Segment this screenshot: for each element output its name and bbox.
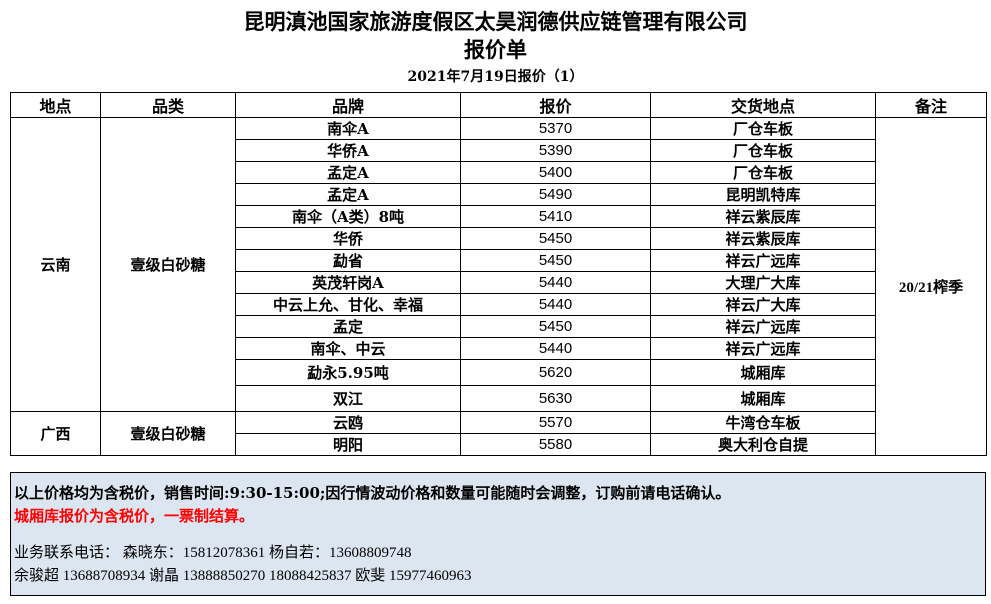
table-row: 广西 壹级白砂糖 云鸥 5570 牛湾仓车板 bbox=[10, 411, 987, 456]
price-cell: 5620 bbox=[460, 359, 651, 386]
price-cell: 5450 bbox=[460, 249, 651, 272]
brand-cell: 南伞（A类）8吨 bbox=[235, 205, 461, 228]
brand-cell: 南伞、中云 bbox=[235, 337, 461, 360]
price-cell: 5490 bbox=[460, 183, 651, 206]
price-cell: 5440 bbox=[460, 293, 651, 316]
delivery-cell: 祥云广远库 bbox=[650, 249, 876, 272]
table-row: 孟定 5450 祥云广远库 bbox=[11, 315, 987, 338]
table-row: 孟定A 5400 厂仓车板 bbox=[11, 161, 987, 184]
header-category: 品类 bbox=[100, 92, 236, 118]
brand-cell: 双江 bbox=[235, 385, 461, 412]
delivery-cell: 厂仓车板 bbox=[650, 117, 876, 140]
brand-cell: 中云上允、甘化、幸福 bbox=[235, 293, 461, 316]
category-cell: 壹级白砂糖 bbox=[100, 411, 236, 456]
price-cell: 5630 bbox=[460, 385, 651, 412]
delivery-cell: 祥云广大库 bbox=[650, 293, 876, 316]
remark-cell: 20/21榨季 bbox=[875, 117, 987, 456]
contact-info: 业务联系电话： 森晓东：15812078361 杨自若：13608809748 … bbox=[10, 532, 986, 596]
delivery-cell: 城厢库 bbox=[650, 385, 876, 412]
price-table: 地点 品类 品牌 报价 交货地点 备注 云南 壹级白砂糖 南伞A 5370 厂仓车板 20… bbox=[10, 92, 987, 456]
delivery-cell: 厂仓车板 bbox=[650, 161, 876, 184]
location-cell: 云南 bbox=[10, 117, 101, 412]
brand-cell: 孟定A bbox=[235, 161, 461, 184]
price-cell: 5570 bbox=[460, 411, 651, 434]
header-delivery: 交货地点 bbox=[650, 92, 876, 118]
brand-cell: 勐永5.95吨 bbox=[235, 359, 461, 386]
quote-date: 2021年7月19日报价（1） bbox=[407, 69, 584, 85]
table-row: 云南 壹级白砂糖 南伞A 5370 厂仓车板 20/21榨季 bbox=[10, 117, 987, 456]
brand-cell: 孟定A bbox=[235, 183, 461, 206]
location-cell: 广西 bbox=[10, 411, 101, 456]
table-row: 华侨 5450 祥云紫辰库 bbox=[11, 227, 987, 250]
delivery-cell: 祥云广远库 bbox=[650, 315, 876, 338]
note-line-2: 城厢库报价为含税价，一票制结算。 bbox=[14, 507, 255, 525]
header-row: 地点 品类 品牌 报价 交货地点 备注 bbox=[10, 92, 987, 118]
table-row: 南伞（A类）8吨 5410 祥云紫辰库 bbox=[11, 205, 987, 228]
brand-cell: 英茂轩岗A bbox=[235, 271, 461, 294]
note-line-1: 以上价格均为含税价，销售时间:9:30-15:00;因行情波动价格和数量可能随时… bbox=[14, 484, 731, 502]
header-remark: 备注 bbox=[875, 92, 987, 118]
brand-cell: 勐省 bbox=[235, 249, 461, 272]
header-location: 地点 bbox=[10, 92, 101, 118]
price-cell: 5390 bbox=[460, 139, 651, 162]
document-title: 报价单 bbox=[464, 37, 527, 62]
brand-cell: 华侨 bbox=[235, 227, 461, 250]
price-cell: 5450 bbox=[460, 227, 651, 250]
price-cell: 5410 bbox=[460, 205, 651, 228]
table-row: 英茂轩岗A 5440 大理广大库 bbox=[11, 271, 987, 294]
delivery-cell: 祥云广远库 bbox=[650, 337, 876, 360]
header-price: 报价 bbox=[460, 92, 651, 118]
price-cell: 5440 bbox=[460, 271, 651, 294]
price-cell: 5450 bbox=[460, 315, 651, 338]
table-row: 明阳 5580 奥大利仓自提 bbox=[11, 433, 987, 456]
delivery-cell: 厂仓车板 bbox=[650, 139, 876, 162]
contact-line-2: 余骏超 13688708934 谢晶 13888850270 180884258… bbox=[14, 568, 472, 584]
delivery-cell: 城厢库 bbox=[650, 359, 876, 386]
table-row: 中云上允、甘化、幸福 5440 祥云广大库 bbox=[11, 293, 987, 316]
delivery-cell: 牛湾仓车板 bbox=[650, 411, 876, 434]
table-row: 勐省 5450 祥云广远库 bbox=[11, 249, 987, 272]
brand-cell: 孟定 bbox=[235, 315, 461, 338]
category-cell: 壹级白砂糖 bbox=[100, 117, 236, 412]
contact-line-1: 业务联系电话： 森晓东：15812078361 杨自若：13608809748 bbox=[14, 545, 412, 561]
brand-cell: 华侨A bbox=[235, 139, 461, 162]
brand-cell: 云鸥 bbox=[235, 411, 461, 434]
price-cell: 5580 bbox=[460, 433, 651, 456]
delivery-cell: 奥大利仓自提 bbox=[650, 433, 876, 456]
company-title: 昆明滇池国家旅游度假区太昊润德供应链管理有限公司 bbox=[243, 9, 748, 34]
delivery-cell: 祥云紫辰库 bbox=[650, 227, 876, 250]
price-cell: 5370 bbox=[460, 117, 651, 140]
delivery-cell: 大理广大库 bbox=[650, 271, 876, 294]
delivery-cell: 祥云紫辰库 bbox=[650, 205, 876, 228]
price-cell: 5400 bbox=[460, 161, 651, 184]
brand-cell: 明阳 bbox=[235, 433, 461, 456]
price-cell: 5440 bbox=[460, 337, 651, 360]
header-brand: 品牌 bbox=[235, 92, 461, 118]
brand-cell: 南伞A bbox=[235, 117, 461, 140]
delivery-cell: 昆明凯特库 bbox=[650, 183, 876, 206]
price-note: 以上价格均为含税价，销售时间:9:30-15:00;因行情波动价格和数量可能随时… bbox=[10, 472, 986, 533]
